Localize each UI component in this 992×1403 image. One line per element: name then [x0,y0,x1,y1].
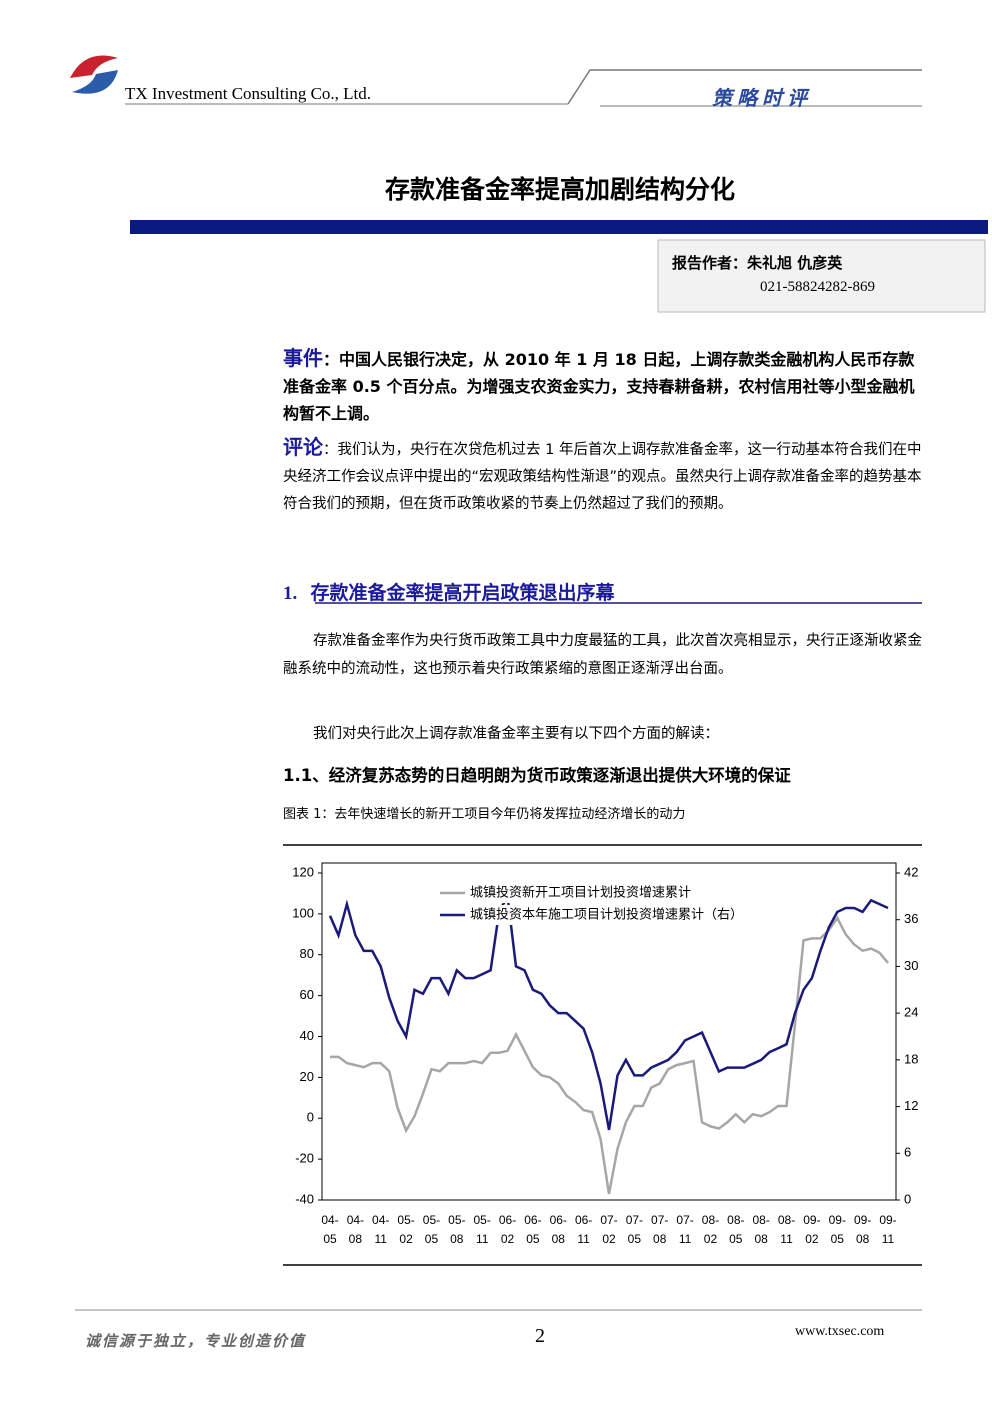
series-line [328,892,889,1131]
paragraph: 我们对央行此次上调存款准备金率主要有以下四个方面的解读： [313,726,719,742]
figure-caption: 图表 1：去年快速增长的新开工项目今年仍将发挥拉动经济增长的动力 [283,807,686,822]
x-tick-label: 05-11 [473,1213,491,1246]
series-line [330,915,889,1195]
y-tick-label: 100 [292,905,314,920]
legend-bg [438,905,798,925]
event-text: ：中国人民银行决定，从 2010 年 1 月 18 日起，上调存款类金融机构人民… [283,350,915,423]
url: www.txsec.com [795,1324,885,1339]
legend-bg [438,883,798,903]
x-tick-label: 05-05 [422,1213,441,1246]
comment: 评论：我们认为，央行在次贷危机过去 1 年后首次上调存款准备金率，这一行动基本符… [283,434,923,518]
logo [72,70,118,94]
y2-tick-label: 24 [904,1005,918,1020]
title-bar [130,220,988,234]
y2-tick-label: 12 [904,1098,918,1113]
legend-label: 城镇投资本年施工项目计划投资增速累计（右） [470,906,743,921]
author: 报告作者：朱礼旭 仇彦英 [672,254,843,272]
y2-tick-label: 30 [904,958,918,973]
comment-label: 评论 [283,435,323,459]
paragraph: 存款准备金率作为央行货币政策工具中力度最猛的工具，此次首次亮相显示，央行正逐渐收… [283,633,922,677]
y-tick-label: 40 [300,1028,314,1043]
x-tick-label: 07-05 [625,1213,644,1246]
x-tick-label: 05-02 [397,1213,415,1246]
y-tick-label: 120 [292,864,314,879]
page-number: 2 [535,1325,545,1347]
x-tick-label: 06-11 [574,1213,593,1246]
event-label: 事件 [283,346,323,370]
y-tick-label: 80 [300,946,314,961]
y-tick-label: 0 [307,1110,314,1125]
tag: 策略时评 [712,86,812,110]
x-tick-label: 04-08 [346,1213,365,1246]
comment-text: ：我们认为，央行在次贷危机过去 1 年后首次上调存款准备金率，这一行动基本符合我… [283,442,922,512]
x-tick-label: 08-02 [701,1213,720,1246]
company: TX Investment Consulting Co., Ltd. [125,84,372,103]
subsection: 1.1、经济复苏态势的日趋明朗为货币政策逐渐退出提供大环境的保证 [283,766,791,785]
x-tick-label: 09-02 [803,1213,821,1246]
y2-tick-label: 36 [904,911,918,926]
x-tick-label: 07-11 [676,1213,694,1246]
plot-frame [321,862,897,1201]
x-tick-label: 08-08 [752,1213,770,1246]
section-heading: 1. 存款准备金率提高开启政策退出序幕 [283,578,615,605]
y2-tick-label: 6 [904,1145,911,1160]
y2-tick-label: 42 [904,864,918,879]
header-rule [567,69,922,105]
x-tick-label: 06-05 [524,1213,542,1246]
x-tick-label: 08-11 [777,1213,796,1246]
y-tick-label: 60 [300,987,314,1002]
x-tick-label: 05-08 [448,1213,466,1246]
event: 事件：中国人民银行决定，从 2010 年 1 月 18 日起，上调存款类金融机构… [283,345,923,427]
y-tick-label: 20 [300,1069,314,1084]
slogan: 诚信源于独立，专业创造价值 [85,1332,307,1350]
section-title: 存款准备金率提高开启政策退出序幕 [310,582,615,604]
x-tick-label: 06-02 [498,1213,517,1246]
x-tick-label: 06-08 [549,1213,567,1246]
x-tick-label: 04-11 [372,1213,390,1246]
x-tick-label: 04-05 [321,1213,339,1246]
y-tick-label: -40 [295,1191,314,1206]
legend-label: 城镇投资新开工项目计划投资增速累计 [470,884,691,899]
section-number: 1. [283,583,298,604]
x-tick-label: 07-02 [600,1213,618,1246]
x-tick-label: 07-08 [651,1213,669,1246]
x-tick-label: 09-08 [853,1213,872,1246]
x-tick-label: 08-05 [727,1213,745,1246]
x-tick-label: 09-05 [828,1213,846,1246]
y2-tick-label: 18 [904,1051,918,1066]
logo [70,55,118,78]
author-box [657,239,986,313]
y2-tick-label: 0 [904,1191,911,1206]
phone: 021-58824282-869 [760,279,875,295]
x-tick-label: 09-11 [879,1213,897,1246]
y-tick-label: -20 [295,1151,314,1166]
doc-title: 存款准备金率提高加剧结构分化 [384,175,735,204]
